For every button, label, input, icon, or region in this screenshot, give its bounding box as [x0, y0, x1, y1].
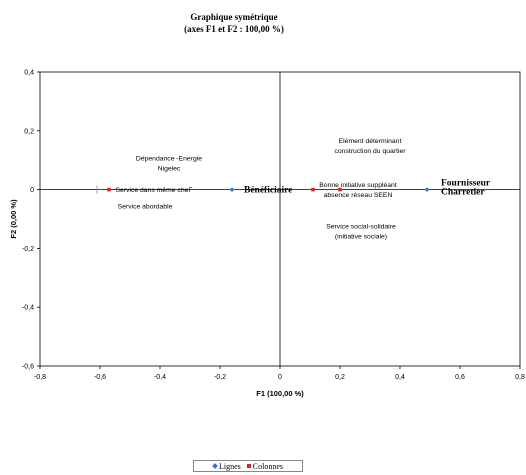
annotation-label: Service abordable	[118, 203, 173, 210]
x-tick-label: 0,6	[455, 374, 465, 381]
legend-item-lignes: Lignes	[212, 461, 241, 471]
y-tick-label: -0,2	[22, 246, 34, 253]
legend-label-lignes: Lignes	[218, 461, 241, 471]
point-lignes	[229, 187, 235, 193]
point-colonnes	[338, 187, 342, 192]
x-tick-label: -0,8	[34, 374, 46, 381]
legend-item-colonnes: Colonnes	[246, 461, 283, 471]
x-tick-label: -0,4	[154, 374, 166, 381]
annotation-label: Service dans même cheF	[115, 187, 192, 194]
y-tick-label: -0,4	[22, 305, 34, 312]
annotation-label: Bonne initiative suppléant	[319, 182, 397, 189]
x-tick-label: 0	[278, 374, 282, 381]
point-label: Bénéficiaire	[244, 186, 292, 196]
y-tick-label: -0,6	[22, 364, 34, 371]
y-axis-ticks: -0,6 -0,4 -0,2 0 0,2 0,4	[22, 70, 40, 371]
y-tick-label: 0,2	[24, 128, 34, 135]
x-axis-ticks: -0,8 -0,6 -0,4 -0,2 0 0,2 0,4 0,6 0,8	[34, 366, 525, 381]
chart-title-line2: (axes F1 et F2 : 100,00 %)	[184, 24, 284, 34]
annotation-label: Service social-solidaire	[326, 223, 396, 230]
y-tick-label: 0	[30, 187, 34, 194]
annotation-label: Dépendance -Energie	[136, 156, 202, 163]
x-tick-label: 0,8	[515, 374, 525, 381]
chart-title-line1: Graphique symétrique	[190, 12, 277, 22]
point-colonnes	[107, 187, 111, 192]
x-axis-label: F1 (100,00 %)	[256, 389, 304, 398]
x-tick-label: 0,4	[395, 374, 405, 381]
x-tick-label: -0,6	[94, 374, 106, 381]
legend-marker-lignes	[212, 463, 218, 469]
annotation-label: absence réseau SEEN	[324, 192, 393, 199]
legend-marker-colonnes	[246, 464, 251, 468]
point-label: Charretier	[441, 188, 485, 198]
legend-label-colonnes: Colonnes	[252, 461, 283, 471]
annotation-labels: Dépendance -Energie Nigelec Service dans m…	[115, 138, 406, 240]
x-tick-label: 0,2	[335, 374, 345, 381]
annotation-label: Elément déterminant	[339, 138, 402, 145]
annotation-label: Nigelec	[158, 166, 181, 173]
annotation-label: (initiative sociale)	[335, 233, 387, 240]
point-lignes	[424, 187, 430, 193]
point-label: Fournisseur	[441, 179, 491, 189]
y-tick-label: 0,4	[24, 70, 34, 77]
legend: Lignes Colonnes	[193, 460, 303, 472]
x-tick-label: -0,2	[214, 374, 226, 381]
point-colonnes	[311, 187, 315, 192]
annotation-label: construction du quartier	[334, 148, 406, 155]
y-axis-label: F2 (0,00 %)	[9, 199, 18, 239]
